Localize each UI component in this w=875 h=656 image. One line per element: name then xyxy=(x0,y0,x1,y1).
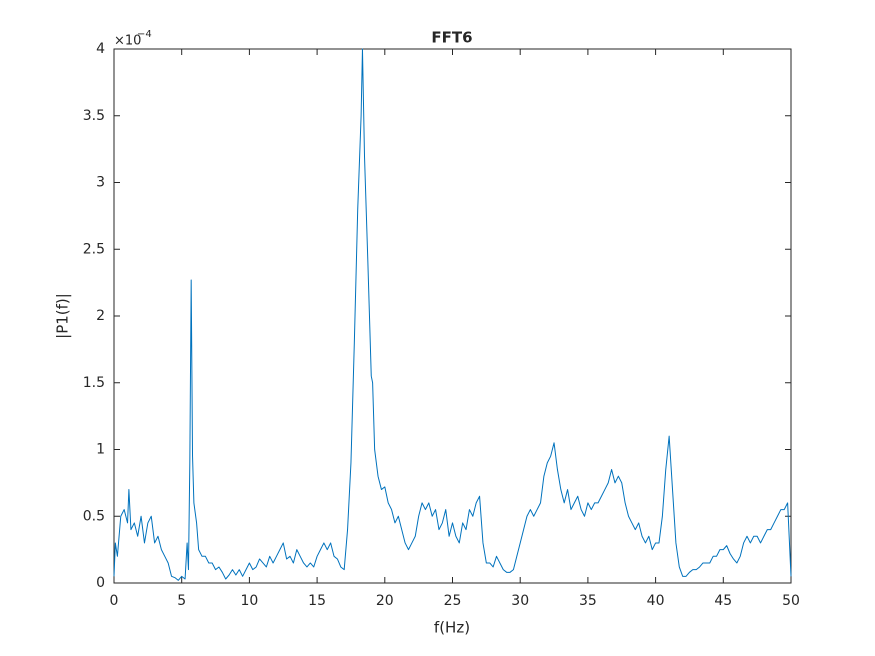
x-tick-label: 20 xyxy=(376,593,394,609)
x-tick-label: 30 xyxy=(511,593,529,609)
x-axis-label: f(Hz) xyxy=(434,619,470,637)
x-tick-label: 25 xyxy=(444,593,462,609)
y-tick-label: 1 xyxy=(96,442,105,458)
y-multiplier-base: ×10 xyxy=(114,34,141,49)
data-line xyxy=(113,48,792,581)
y-tick-label: 2 xyxy=(96,308,105,324)
x-tick-label: 40 xyxy=(647,593,665,609)
y-tick-label: 1.5 xyxy=(83,375,105,391)
x-tick-label: 5 xyxy=(177,593,186,609)
chart-title: FFT6 xyxy=(431,29,472,47)
y-tick-label: 3.5 xyxy=(83,108,105,124)
x-tick-label: 50 xyxy=(782,593,800,609)
y-tick-label: 4 xyxy=(96,41,105,57)
x-tick-label: 35 xyxy=(579,593,597,609)
y-tick-label: 2.5 xyxy=(83,241,105,257)
x-tick-label: 45 xyxy=(714,593,732,609)
x-tick-label: 10 xyxy=(240,593,258,609)
y-tick-label: 0.5 xyxy=(83,508,105,524)
y-tick-label: 0 xyxy=(96,575,105,591)
axes-box xyxy=(113,48,792,584)
y-axis-label: |P1(f)| xyxy=(54,293,72,339)
x-tick-label: 0 xyxy=(110,593,119,609)
y-multiplier-exponent: −4 xyxy=(137,29,152,40)
y-tick-label: 3 xyxy=(96,175,105,191)
x-tick-label: 15 xyxy=(308,593,326,609)
